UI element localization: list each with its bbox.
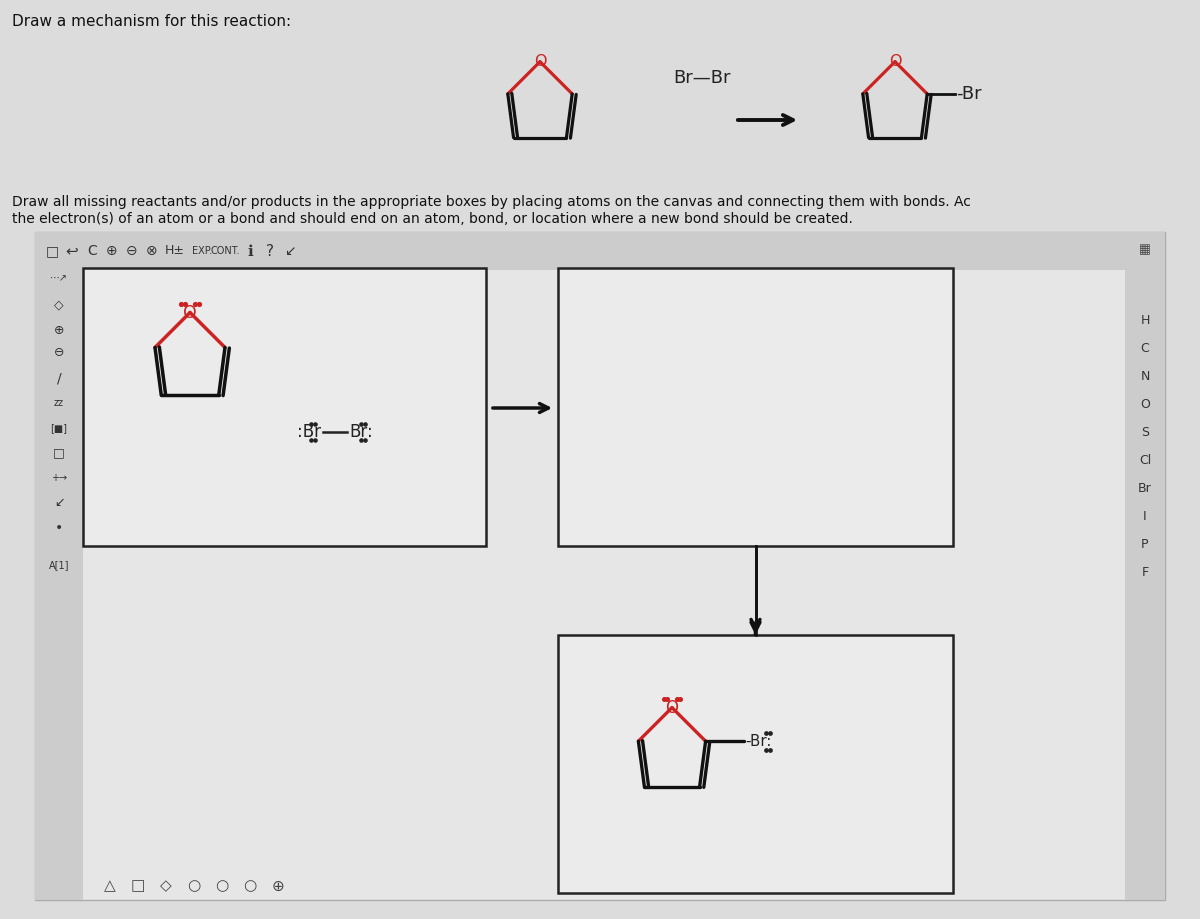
Text: -Br: -Br (956, 85, 982, 103)
Bar (83, 268, 486, 546)
Text: ○: ○ (244, 879, 257, 893)
Text: •: • (55, 521, 64, 535)
Text: :Br: :Br (298, 423, 322, 441)
Text: N: N (1140, 369, 1150, 382)
Text: ⊕: ⊕ (106, 244, 118, 258)
Text: ○: ○ (215, 879, 229, 893)
Text: ⊕: ⊕ (54, 323, 65, 336)
Text: □: □ (53, 447, 65, 460)
Text: Br—Br: Br—Br (673, 69, 731, 87)
Text: S: S (1141, 425, 1150, 438)
Text: the electron(s) of an atom or a bond and should end on an atom, bond, or locatio: the electron(s) of an atom or a bond and… (12, 212, 853, 226)
Text: O: O (1140, 398, 1150, 411)
Text: +→: +→ (50, 473, 67, 483)
Text: ⊖: ⊖ (126, 244, 138, 258)
Text: H±: H± (166, 244, 185, 257)
Text: ◇: ◇ (160, 879, 172, 893)
Text: ↩: ↩ (66, 244, 78, 258)
Text: O: O (666, 698, 678, 717)
Text: ○: ○ (187, 879, 200, 893)
Text: C: C (1141, 342, 1150, 355)
Text: EXP.: EXP. (192, 246, 212, 256)
Text: ?: ? (266, 244, 274, 258)
Bar (1126, 232, 1165, 900)
Text: ▦: ▦ (1139, 244, 1151, 256)
Text: A[1]: A[1] (49, 560, 70, 570)
Text: C: C (88, 244, 97, 258)
Text: ⊕: ⊕ (271, 879, 284, 893)
Text: [■]: [■] (50, 423, 67, 433)
Text: Br: Br (1138, 482, 1152, 494)
Text: P: P (1141, 538, 1148, 550)
Text: △: △ (104, 879, 116, 893)
Text: CONT.: CONT. (210, 246, 240, 256)
Text: ◇: ◇ (54, 299, 64, 312)
Text: Cl: Cl (1139, 453, 1151, 467)
Text: -Br:: -Br: (745, 733, 772, 749)
Text: O: O (889, 54, 901, 69)
Text: ⊗: ⊗ (146, 244, 158, 258)
Text: □: □ (131, 879, 145, 893)
Bar (558, 268, 953, 546)
Text: Br:: Br: (349, 423, 373, 441)
Text: ↙: ↙ (284, 244, 296, 258)
Text: H: H (1140, 313, 1150, 326)
Text: ℹ: ℹ (247, 244, 253, 258)
Bar (35, 270, 83, 900)
Text: /: / (56, 371, 61, 385)
Text: ⊖: ⊖ (54, 346, 65, 359)
Text: O: O (534, 54, 546, 69)
Bar (35, 232, 1165, 270)
Text: O: O (184, 303, 197, 322)
Text: Draw all missing reactants and/or products in the appropriate boxes by placing a: Draw all missing reactants and/or produc… (12, 195, 971, 209)
Text: □: □ (46, 244, 59, 258)
Text: ↙: ↙ (54, 496, 65, 509)
Text: ⋯↗: ⋯↗ (50, 273, 68, 283)
Bar (558, 635, 953, 893)
Text: zz: zz (54, 398, 64, 408)
Text: I: I (1144, 509, 1147, 523)
Bar (35, 232, 1165, 900)
Text: Draw a mechanism for this reaction:: Draw a mechanism for this reaction: (12, 14, 292, 29)
Text: F: F (1141, 565, 1148, 578)
